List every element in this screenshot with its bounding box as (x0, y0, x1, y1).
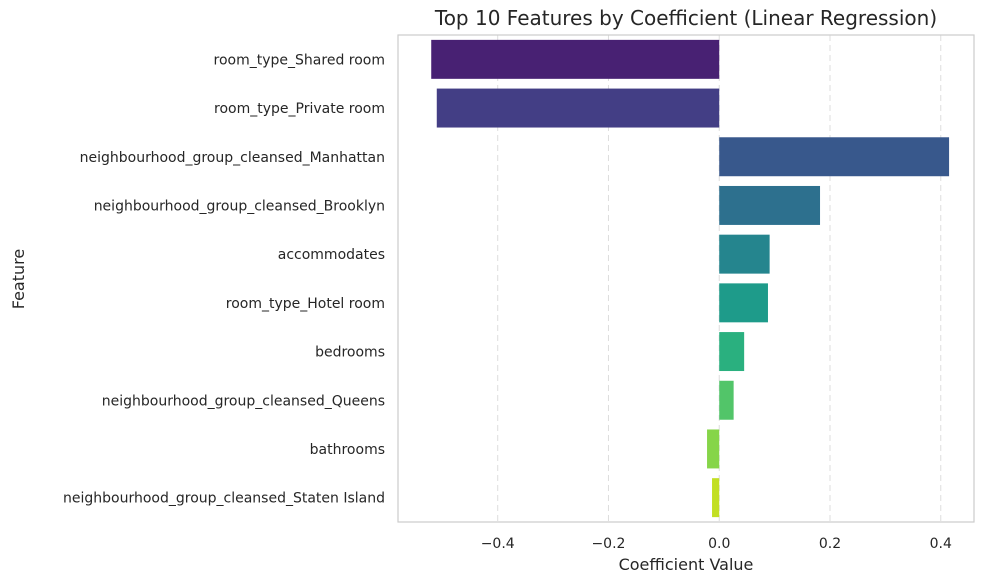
x-tick-label: −0.2 (591, 536, 625, 552)
bar (719, 283, 768, 323)
bar (719, 380, 734, 420)
y-tick-label: bedrooms (315, 345, 385, 361)
plot-frame (397, 34, 975, 523)
y-tick-label: room_type_Private room (214, 101, 385, 117)
y-tick-label: accommodates (278, 247, 385, 263)
bar (719, 234, 770, 274)
bar (431, 39, 720, 79)
x-tick-label: 0.2 (819, 536, 841, 552)
x-tick-label: 0.4 (930, 536, 952, 552)
bar (436, 88, 720, 128)
y-tick-label: neighbourhood_group_cleansed_Staten Isla… (63, 491, 385, 507)
chart-title: Top 10 Features by Coefficient (Linear R… (434, 6, 937, 30)
x-tick-labels: −0.4 −0.2 0.0 0.2 0.4 (481, 536, 952, 552)
y-tick-label: room_type_Shared room (214, 52, 385, 68)
y-tick-label: neighbourhood_group_cleansed_Queens (102, 393, 385, 409)
y-tick-label: neighbourhood_group_cleansed_Brooklyn (94, 198, 385, 214)
bar (719, 332, 745, 372)
y-tick-label: neighbourhood_group_cleansed_Manhattan (80, 150, 385, 166)
x-tick-label: 0.0 (708, 536, 730, 552)
y-axis-label: Feature (9, 249, 28, 309)
x-tick-label: −0.4 (481, 536, 515, 552)
bar (719, 137, 950, 177)
y-tick-label: bathrooms (310, 442, 385, 458)
y-tick-label: room_type_Hotel room (226, 296, 385, 312)
bars (431, 39, 950, 518)
bar (719, 185, 821, 225)
bar (712, 478, 720, 518)
bar (707, 429, 720, 469)
y-tick-labels: room_type_Shared room room_type_Private r… (63, 52, 385, 506)
x-axis-label: Coefficient Value (619, 555, 754, 574)
